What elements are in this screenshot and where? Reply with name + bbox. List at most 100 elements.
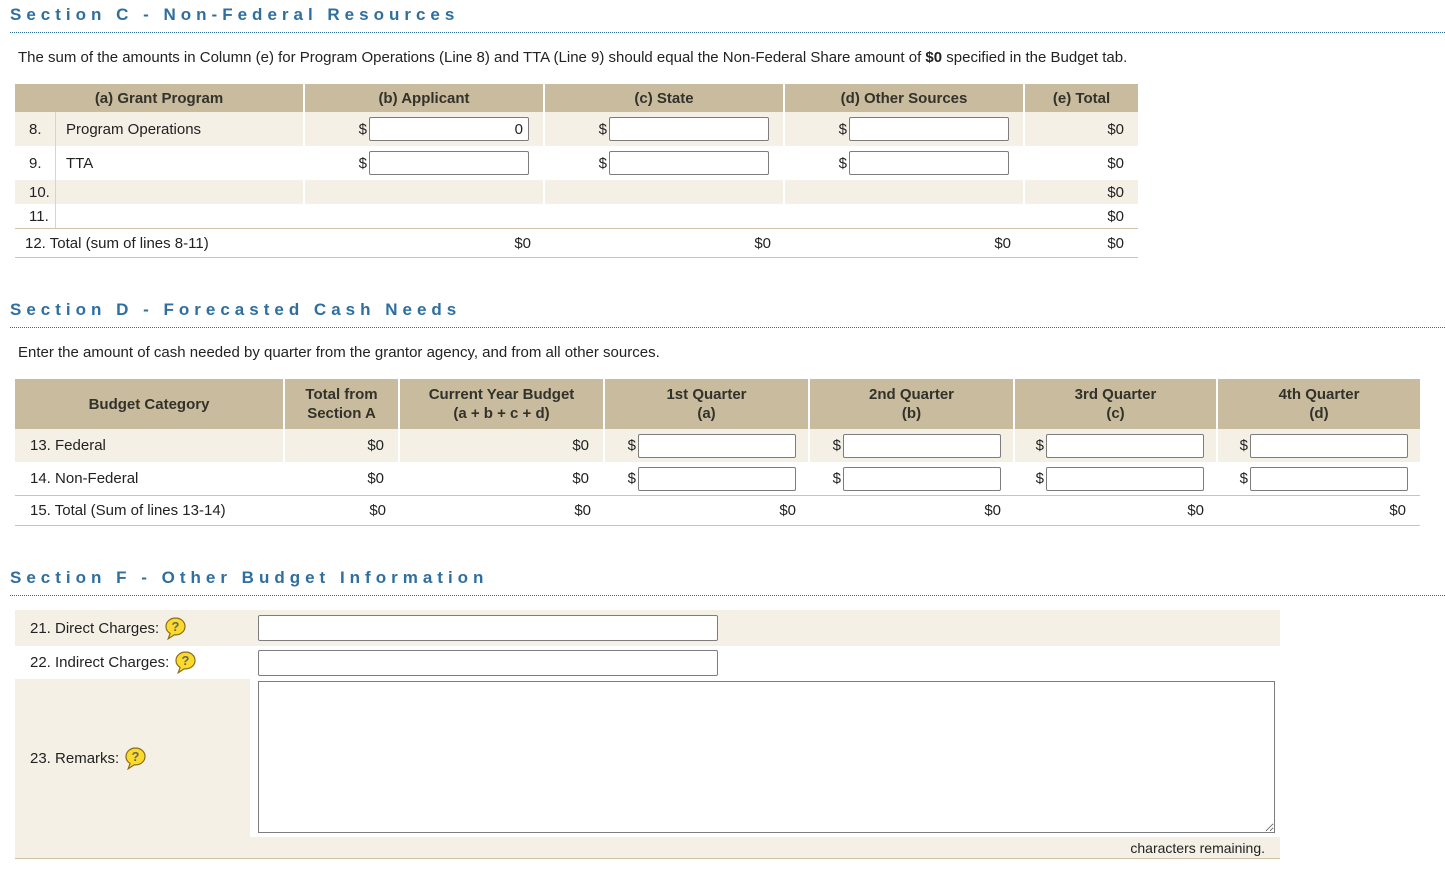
state-cell: $ <box>545 146 785 180</box>
line9-total-value: $0 <box>1107 154 1124 172</box>
line9-state-input[interactable] <box>609 151 769 175</box>
line10-total-value: $0 <box>1107 183 1124 201</box>
column-header-1st-quarter: 1st Quarter (a) <box>605 379 810 429</box>
line14-q1-input[interactable] <box>638 466 796 491</box>
row-label-text <box>55 180 66 204</box>
q3-cell: $ <box>1015 429 1218 462</box>
section-c-title: Section C - Non-Federal Resources <box>10 5 1445 33</box>
total-row-label: 12. Total (sum of lines 8-11) <box>25 234 209 252</box>
table-row-line12-total: 12. Total (sum of lines 8-11) $0 $0 $0 $… <box>15 228 1138 258</box>
help-icon[interactable]: ? <box>175 651 196 674</box>
line14-q4-input[interactable] <box>1250 466 1408 491</box>
dollar-sign: $ <box>1035 470 1044 487</box>
line13-q4-input[interactable] <box>1250 433 1408 458</box>
table-row-line14: 14. Non-Federal $0 $0 $ $ $ $ <box>15 462 1420 495</box>
row-label: 10. <box>15 180 305 204</box>
header-line: Section A <box>307 405 376 422</box>
other-sources-cell: $ <box>785 146 1025 180</box>
row-label: 9. TTA <box>15 146 305 180</box>
row-label-text: TTA <box>55 146 93 180</box>
characters-remaining-row: characters remaining. <box>15 837 1280 859</box>
section-d-title: Section D - Forecasted Cash Needs <box>10 300 1445 328</box>
q4-cell: $ <box>1218 429 1420 462</box>
line14-section-a-total: $0 <box>285 462 400 495</box>
line15-q2-total: $0 <box>984 502 1001 519</box>
line15-q1-total: $0 <box>779 502 796 519</box>
line11-total-value: $0 <box>1107 207 1124 225</box>
q2-cell: $ <box>810 429 1015 462</box>
table-row-line22: 22. Indirect Charges: ? <box>15 646 1280 679</box>
other-budget-information-table: 21. Direct Charges: ? 22. Indirect Charg… <box>15 610 1280 859</box>
other-sources-cell: $ <box>785 112 1025 146</box>
header-line: Total from <box>305 386 378 403</box>
header-line: 1st Quarter <box>666 386 747 403</box>
section-c-intro: The sum of the amounts in Column (e) for… <box>18 49 1445 66</box>
line15-q4-total: $0 <box>1389 502 1406 519</box>
dollar-sign: $ <box>1239 470 1248 487</box>
dollar-sign: $ <box>1035 437 1044 454</box>
table-row-line21: 21. Direct Charges: ? <box>15 610 1280 646</box>
line9-other-sources-input[interactable] <box>849 151 1009 175</box>
line-number: 10. <box>29 183 50 201</box>
line13-section-a-total: $0 <box>285 429 400 462</box>
column-header-total-from-section-a: Total from Section A <box>285 379 400 429</box>
line12-other-sources-total: $0 <box>994 234 1011 252</box>
dollar-sign: $ <box>1239 437 1248 454</box>
section-f-title: Section F - Other Budget Information <box>10 568 1445 596</box>
line8-state-input[interactable] <box>609 117 769 141</box>
applicant-cell <box>305 204 545 228</box>
column-header-current-year-budget: Current Year Budget (a + b + c + d) <box>400 379 605 429</box>
row-label-text: Program Operations <box>55 112 201 146</box>
dollar-sign: $ <box>838 154 847 172</box>
state-cell: $ <box>545 112 785 146</box>
dollar-sign: $ <box>832 470 841 487</box>
remarks-textarea[interactable] <box>258 681 1275 833</box>
line-number: 9. <box>29 154 42 172</box>
line12-total-value: $0 <box>1107 234 1124 252</box>
column-header-state: (c) State <box>545 84 785 112</box>
line9-applicant-input[interactable] <box>369 151 529 175</box>
header-line: (a + b + c + d) <box>453 405 550 422</box>
line8-total-value: $0 <box>1107 120 1124 138</box>
table-row-line15-total: 15. Total (Sum of lines 13-14) $0 $0 $0 … <box>15 495 1420 526</box>
characters-remaining-note: characters remaining. <box>1130 839 1265 856</box>
header-line: (b) <box>901 405 922 422</box>
help-icon[interactable]: ? <box>165 616 186 640</box>
dollar-sign: $ <box>627 470 636 487</box>
direct-charges-input[interactable] <box>258 615 718 641</box>
q4-cell: $ <box>1218 462 1420 495</box>
table-header-row: Budget Category Total from Section A Curr… <box>15 379 1420 429</box>
line8-other-sources-input[interactable] <box>849 117 1009 141</box>
other-sources-cell <box>785 204 1025 228</box>
line14-q3-input[interactable] <box>1046 466 1204 491</box>
dollar-sign: $ <box>358 154 367 172</box>
column-header-budget-category: Budget Category <box>15 379 285 429</box>
line15-section-a-total: $0 <box>369 502 386 519</box>
indirect-charges-cell <box>250 646 1280 679</box>
line13-q1-input[interactable] <box>638 433 796 458</box>
applicant-cell: $ <box>305 146 545 180</box>
line14-q2-input[interactable] <box>843 466 1001 491</box>
line-number: 11. <box>29 207 49 225</box>
header-line: (a) <box>697 405 716 422</box>
table-header-row: (a) Grant Program (b) Applicant (c) Stat… <box>15 84 1138 112</box>
direct-charges-cell <box>250 610 1280 646</box>
table-row-line10: 10. $0 <box>15 180 1138 204</box>
line13-q3-input[interactable] <box>1046 433 1204 458</box>
line13-q2-input[interactable] <box>843 433 1001 458</box>
column-header-other-sources: (d) Other Sources <box>785 84 1025 112</box>
svg-text:?: ? <box>182 653 190 668</box>
header-line: (d) <box>1309 405 1329 422</box>
line8-applicant-input[interactable] <box>369 117 529 141</box>
row-label: 23. Remarks: ? <box>15 679 250 837</box>
dollar-sign: $ <box>358 120 367 138</box>
row-label: 8. Program Operations <box>15 112 305 146</box>
line12-applicant-total: $0 <box>514 234 531 252</box>
indirect-charges-input[interactable] <box>258 649 718 676</box>
help-icon[interactable]: ? <box>125 746 146 770</box>
budget-form-page: Section C - Non-Federal Resources The su… <box>10 5 1445 859</box>
q3-cell: $ <box>1015 462 1218 495</box>
table-row-line9: 9. TTA $ $ $ $0 <box>15 146 1138 180</box>
forecasted-cash-needs-table: Budget Category Total from Section A Curr… <box>15 379 1420 526</box>
column-header-grant-program: (a) Grant Program <box>15 84 305 112</box>
